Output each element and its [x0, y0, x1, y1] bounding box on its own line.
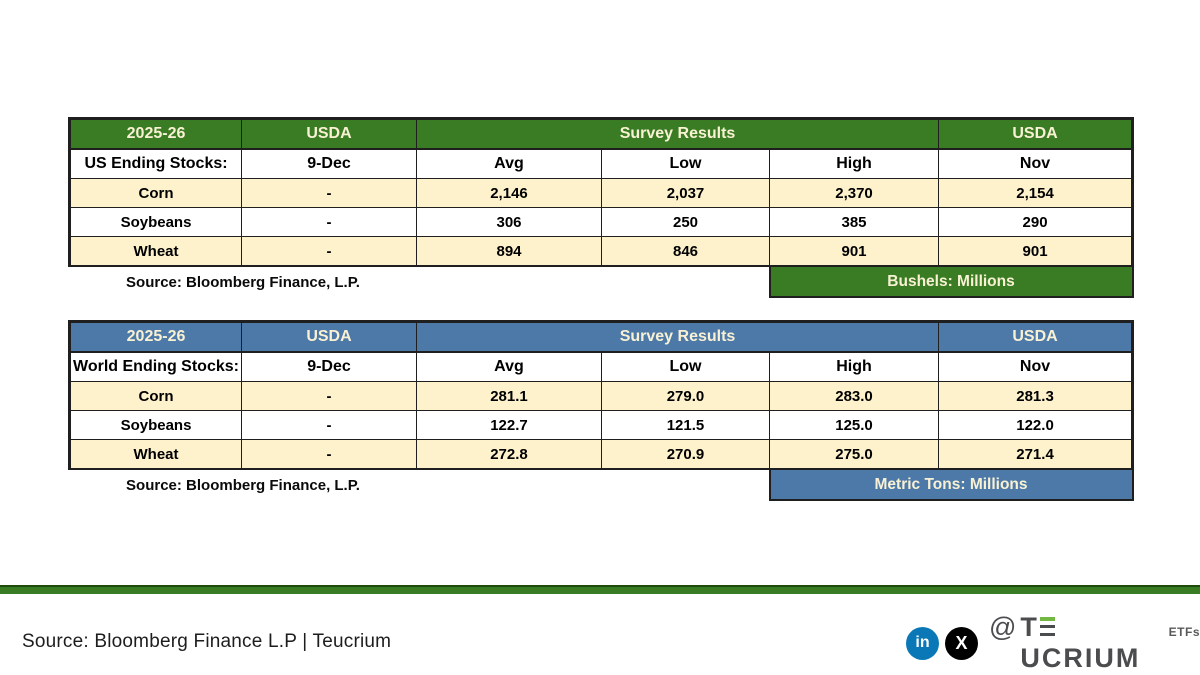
- x-twitter-icon[interactable]: X: [945, 626, 978, 660]
- logo-bar-bottom: [1039, 632, 1055, 636]
- brand-letters-rest: UCRIUM: [1020, 643, 1141, 673]
- nov-cell: 271.4: [938, 439, 1135, 470]
- commodity-cell: Soybeans: [68, 410, 242, 440]
- usda-dec-cell: -: [241, 439, 417, 470]
- spacer-cell: [417, 469, 770, 500]
- avg-column-label: Avg: [416, 351, 602, 382]
- low-cell: 2,037: [601, 178, 770, 208]
- spacer-cell: [417, 266, 770, 297]
- survey-results-header-cell: Survey Results: [415, 320, 940, 353]
- teucrium-logo-text: T UCRIUM: [1020, 612, 1163, 674]
- table-row-corn: Corn - 2,146 2,037 2,370 2,154: [68, 178, 1135, 208]
- nov-cell: 122.0: [938, 410, 1135, 440]
- survey-results-header-cell: Survey Results: [415, 117, 940, 150]
- low-cell: 121.5: [601, 410, 770, 440]
- table-row-wheat: Wheat - 272.8 270.9 275.0 271.4: [68, 439, 1135, 470]
- usda-nov-header-cell: USDA: [938, 117, 1135, 150]
- usda-dec-cell: -: [241, 236, 417, 267]
- high-cell: 901: [768, 236, 940, 267]
- avg-column-label: Avg: [416, 148, 602, 179]
- commodity-cell: Soybeans: [68, 207, 242, 237]
- table-header-row: 2025-26 USDA Survey Results USDA: [68, 117, 1135, 150]
- usda-dec-cell: -: [241, 410, 417, 440]
- units-badge: Bushels: Millions: [768, 265, 1134, 298]
- low-cell: 270.9: [601, 439, 770, 470]
- low-column-label: Low: [601, 351, 770, 382]
- avg-cell: 122.7: [416, 410, 602, 440]
- table-row-wheat: Wheat - 894 846 901 901: [68, 236, 1135, 267]
- nov-cell: 2,154: [938, 178, 1135, 208]
- commodity-cell: Wheat: [68, 439, 242, 470]
- high-column-label: High: [768, 351, 940, 382]
- high-column-label: High: [768, 148, 940, 179]
- table-footer-row: Source: Bloomberg Finance, L.P. Metric T…: [70, 468, 1134, 501]
- usda-header-cell: USDA: [241, 320, 417, 353]
- usda-header-cell: USDA: [241, 117, 417, 150]
- table-row-soybeans: Soybeans - 306 250 385 290: [68, 207, 1135, 237]
- usda-dec-cell: -: [241, 381, 417, 411]
- avg-cell: 306: [416, 207, 602, 237]
- season-header-cell: 2025-26: [68, 320, 242, 353]
- date-label: 9-Dec: [241, 351, 417, 382]
- nov-cell: 901: [938, 236, 1135, 267]
- low-cell: 279.0: [601, 381, 770, 411]
- at-symbol: @: [989, 612, 1017, 642]
- usda-dec-cell: -: [241, 178, 417, 208]
- nov-cell: 290: [938, 207, 1135, 237]
- row-group-label: World Ending Stocks:: [68, 351, 242, 382]
- low-cell: 250: [601, 207, 770, 237]
- avg-cell: 272.8: [416, 439, 602, 470]
- commodity-cell: Corn: [68, 178, 242, 208]
- usda-dec-cell: -: [241, 207, 417, 237]
- row-group-label: US Ending Stocks:: [68, 148, 242, 179]
- brand-letter-t: T: [1020, 612, 1039, 642]
- season-header-cell: 2025-26: [68, 117, 242, 150]
- logo-bar-green: [1039, 617, 1055, 621]
- bottom-accent-bar: [0, 585, 1200, 594]
- nov-cell: 281.3: [938, 381, 1135, 411]
- linkedin-icon[interactable]: in: [906, 626, 939, 660]
- table-subheader-row: US Ending Stocks: 9-Dec Avg Low High Nov: [68, 148, 1135, 179]
- table-source-note: Source: Bloomberg Finance, L.P.: [126, 273, 360, 291]
- etfs-suffix: ETFs: [1168, 625, 1200, 639]
- high-cell: 275.0: [768, 439, 940, 470]
- low-cell: 846: [601, 236, 770, 267]
- table-row-corn: Corn - 281.1 279.0 283.0 281.3: [68, 381, 1135, 411]
- nov-column-label: Nov: [938, 351, 1135, 382]
- teucrium-e-glyph: [1039, 617, 1055, 636]
- nov-column-label: Nov: [938, 148, 1135, 179]
- table-footer-row: Source: Bloomberg Finance, L.P. Bushels:…: [70, 265, 1134, 298]
- avg-cell: 894: [416, 236, 602, 267]
- table-subheader-row: World Ending Stocks: 9-Dec Avg Low High …: [68, 351, 1135, 382]
- date-label: 9-Dec: [241, 148, 417, 179]
- table-source-note: Source: Bloomberg Finance, L.P.: [126, 476, 360, 494]
- usda-nov-header-cell: USDA: [938, 320, 1135, 353]
- high-cell: 125.0: [768, 410, 940, 440]
- low-column-label: Low: [601, 148, 770, 179]
- avg-cell: 2,146: [416, 178, 602, 208]
- commodity-cell: Wheat: [68, 236, 242, 267]
- us-ending-stocks-table: 2025-26 USDA Survey Results USDA US Endi…: [68, 117, 1135, 298]
- high-cell: 283.0: [768, 381, 940, 411]
- social-links: in X @ T UCRIUM ETFs: [906, 612, 1200, 673]
- commodity-cell: Corn: [68, 381, 242, 411]
- high-cell: 385: [768, 207, 940, 237]
- table-header-row: 2025-26 USDA Survey Results USDA: [68, 320, 1135, 353]
- world-ending-stocks-table: 2025-26 USDA Survey Results USDA World E…: [68, 320, 1135, 501]
- table-row-soybeans: Soybeans - 122.7 121.5 125.0 122.0: [68, 410, 1135, 440]
- units-badge: Metric Tons: Millions: [768, 468, 1134, 501]
- avg-cell: 281.1: [416, 381, 602, 411]
- logo-bar-mid: [1039, 624, 1055, 629]
- footer-source-text: Source: Bloomberg Finance L.P | Teucrium: [22, 631, 392, 652]
- social-handle: @ T UCRIUM ETFs: [989, 612, 1200, 674]
- high-cell: 2,370: [768, 178, 940, 208]
